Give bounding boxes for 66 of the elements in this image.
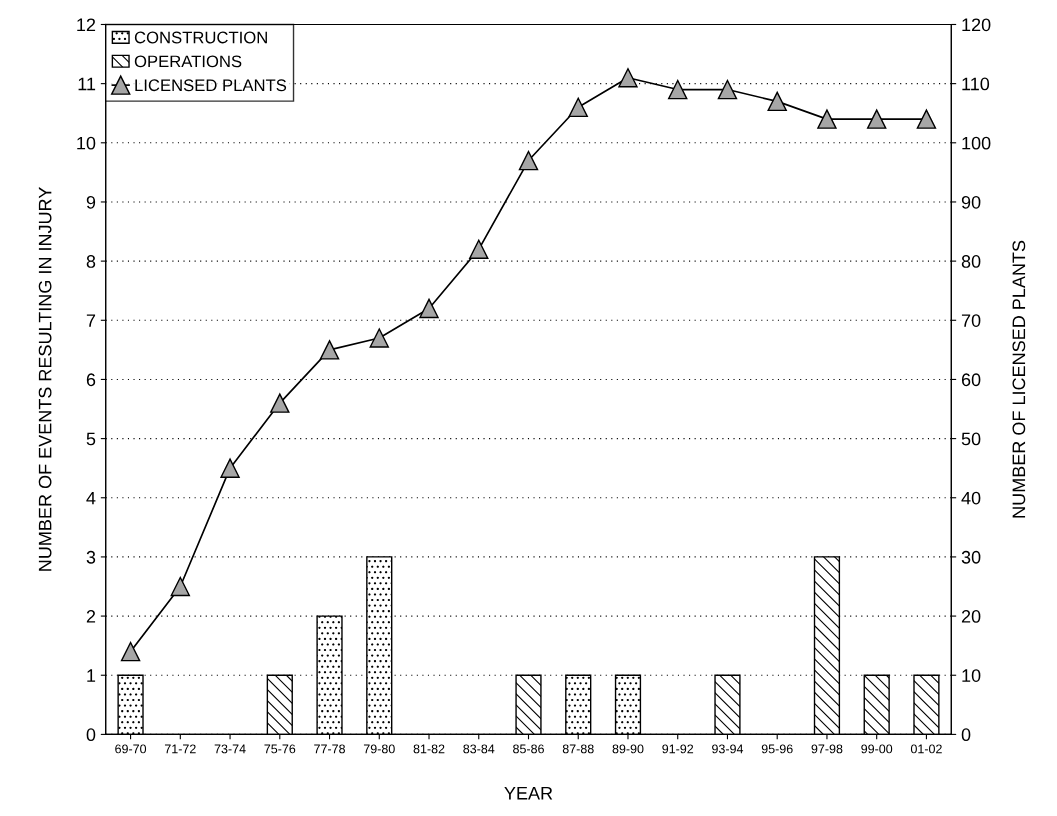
x-tick-label: 85-86 (513, 744, 544, 754)
point (568, 97, 588, 118)
x-tick-label: 89-90 (612, 744, 644, 754)
point (817, 109, 837, 129)
y2-tick-label: 70 (961, 314, 981, 327)
point (419, 298, 439, 319)
y-tick-label: 8 (86, 255, 96, 268)
x-tick-label: 93-94 (712, 744, 744, 754)
point (120, 641, 141, 662)
x-tick-label: 81-82 (413, 744, 445, 754)
legend-label: CONSTRUCTION (134, 31, 267, 44)
y2-tick-label: 120 (962, 18, 991, 32)
x-tick-label: 97-98 (811, 744, 843, 754)
y-tick-label: 3 (86, 550, 96, 564)
x-tick-label: 91-92 (662, 744, 694, 754)
y-tick-label: 7 (86, 314, 96, 327)
x-axis-title: YEAR (504, 786, 553, 800)
y2-tick-label: 40 (961, 491, 981, 505)
point (469, 239, 489, 260)
x-tick-label: 01-02 (910, 744, 942, 754)
x-tick-label: 95-96 (761, 744, 793, 754)
legend-label: LICENSED PLANTS (135, 79, 287, 92)
y2-tick-label: 30 (961, 550, 981, 564)
y2-tick-label: 50 (961, 432, 981, 446)
y-tick-label: 12 (77, 18, 96, 32)
legend-label: OPERATIONS (134, 55, 242, 68)
x-tick-label: 99-00 (861, 744, 893, 754)
y-tick-label: 2 (86, 610, 96, 623)
point (270, 393, 290, 413)
y2-tick-label: 110 (962, 77, 990, 91)
y-tick-label: 11 (78, 77, 96, 91)
x-tick-label: 69-70 (115, 744, 147, 754)
point (668, 79, 688, 100)
point (717, 79, 738, 100)
point (220, 458, 240, 478)
y2-tick-label: 100 (962, 136, 991, 150)
point (518, 150, 539, 171)
y-tick-label: 0 (86, 728, 96, 742)
x-tick-label: 71-72 (164, 744, 196, 754)
point (618, 68, 638, 88)
y-tick-label: 10 (77, 136, 96, 150)
y2-tick-label: 20 (961, 610, 981, 623)
point (170, 576, 191, 597)
y-tick-label: 6 (86, 373, 96, 387)
x-tick-label: 73-74 (214, 744, 246, 754)
y-tick-label: 4 (86, 491, 96, 505)
y2-tick-label: 10 (962, 669, 981, 682)
y2-tick-label: 90 (961, 195, 981, 209)
y-tick-label: 5 (86, 432, 96, 446)
point (866, 109, 887, 129)
x-tick-label: 77-78 (314, 744, 345, 754)
x-tick-label: 83-84 (463, 744, 495, 754)
y2-tick-label: 0 (961, 728, 971, 742)
y2-axis-title: NUMBER OF LICENSED PLANTS (1012, 240, 1026, 518)
x-tick-label: 75-76 (264, 744, 296, 754)
y2-tick-label: 80 (961, 255, 981, 268)
x-tick-label: 87-88 (562, 744, 594, 754)
point (916, 109, 937, 129)
point (767, 91, 787, 112)
y2-tick-label: 60 (961, 373, 981, 387)
x-tick-label: 79-80 (363, 744, 395, 754)
y-axis-title: NUMBER OF EVENTS RESULTING IN INJURY (38, 187, 52, 571)
y-tick-label: 1 (87, 669, 96, 682)
y-tick-label: 9 (86, 195, 96, 209)
point (319, 340, 340, 360)
point (369, 328, 389, 348)
